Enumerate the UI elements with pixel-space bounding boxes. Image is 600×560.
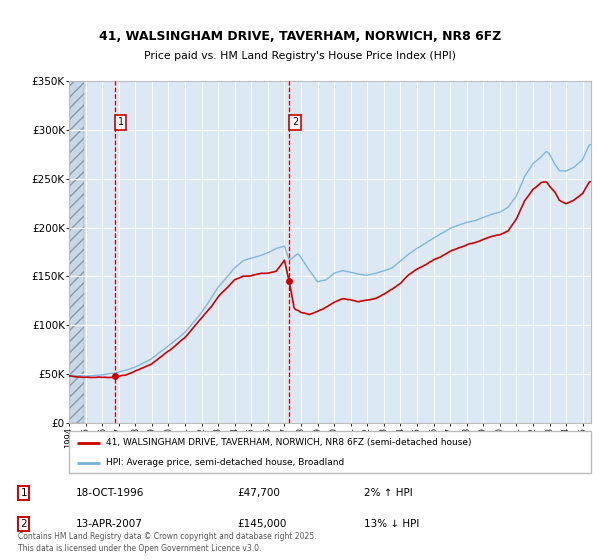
Text: HPI: Average price, semi-detached house, Broadland: HPI: Average price, semi-detached house,… [106, 458, 344, 467]
Text: 1: 1 [20, 488, 27, 498]
Text: £145,000: £145,000 [237, 519, 286, 529]
Text: Price paid vs. HM Land Registry's House Price Index (HPI): Price paid vs. HM Land Registry's House … [144, 51, 456, 61]
Text: 1: 1 [118, 117, 124, 127]
Text: 41, WALSINGHAM DRIVE, TAVERHAM, NORWICH, NR8 6FZ: 41, WALSINGHAM DRIVE, TAVERHAM, NORWICH,… [99, 30, 501, 43]
Text: Contains HM Land Registry data © Crown copyright and database right 2025.
This d: Contains HM Land Registry data © Crown c… [18, 533, 317, 553]
Text: 2: 2 [292, 117, 298, 127]
Text: 2: 2 [20, 519, 27, 529]
Text: 13% ↓ HPI: 13% ↓ HPI [364, 519, 419, 529]
Text: £47,700: £47,700 [237, 488, 280, 498]
Bar [69, 81, 84, 423]
Text: 41, WALSINGHAM DRIVE, TAVERHAM, NORWICH, NR8 6FZ (semi-detached house): 41, WALSINGHAM DRIVE, TAVERHAM, NORWICH,… [106, 438, 471, 447]
Text: 13-APR-2007: 13-APR-2007 [76, 519, 142, 529]
Text: 18-OCT-1996: 18-OCT-1996 [76, 488, 144, 498]
Text: 2% ↑ HPI: 2% ↑ HPI [364, 488, 412, 498]
